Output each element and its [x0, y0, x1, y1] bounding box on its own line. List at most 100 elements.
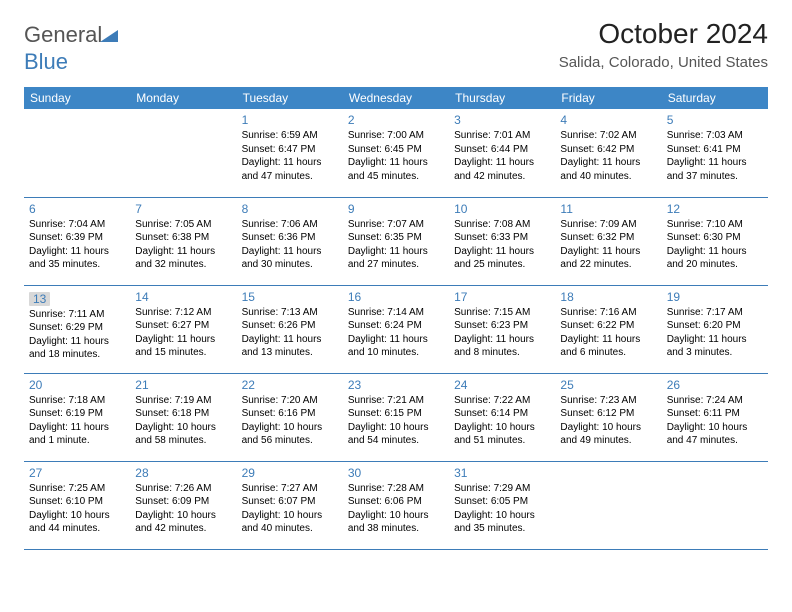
- day-number: 20: [29, 378, 125, 392]
- day-number: 27: [29, 466, 125, 480]
- day-number: 26: [667, 378, 763, 392]
- day-cell: 2 Sunrise: 7:00 AMSunset: 6:45 PMDaylight…: [343, 109, 449, 197]
- day-info: Sunrise: 7:10 AMSunset: 6:30 PMDaylight:…: [667, 218, 763, 272]
- day-number: 9: [348, 202, 444, 216]
- day-cell: 16 Sunrise: 7:14 AMSunset: 6:24 PMDayligh…: [343, 285, 449, 373]
- day-info: Sunrise: 7:00 AMSunset: 6:45 PMDaylight:…: [348, 129, 444, 183]
- header: General Blue October 2024 Salida, Colora…: [24, 18, 768, 75]
- logo: General Blue: [24, 22, 122, 75]
- day-number: 25: [560, 378, 656, 392]
- day-number: 7: [135, 202, 231, 216]
- day-number: 24: [454, 378, 550, 392]
- day-number: 14: [135, 290, 231, 304]
- day-number: 29: [242, 466, 338, 480]
- empty-cell: [130, 109, 236, 197]
- day-cell: 29 Sunrise: 7:27 AMSunset: 6:07 PMDayligh…: [237, 461, 343, 549]
- day-number: 15: [242, 290, 338, 304]
- day-number: 21: [135, 378, 231, 392]
- day-number: 11: [560, 202, 656, 216]
- calendar-row: 13 Sunrise: 7:11 AMSunset: 6:29 PMDayligh…: [24, 285, 768, 373]
- day-cell: 10Sunrise: 7:08 AMSunset: 6:33 PMDayligh…: [449, 197, 555, 285]
- day-info: Sunrise: 7:21 AMSunset: 6:15 PMDaylight:…: [348, 394, 444, 448]
- weekday-thursday: Thursday: [449, 87, 555, 109]
- day-info: Sunrise: 7:12 AMSunset: 6:27 PMDaylight:…: [135, 306, 231, 360]
- day-cell: 27 Sunrise: 7:25 AMSunset: 6:10 PMDayligh…: [24, 461, 130, 549]
- day-cell: 30Sunrise: 7:28 AMSunset: 6:06 PMDayligh…: [343, 461, 449, 549]
- day-number: 8: [242, 202, 338, 216]
- day-number: 17: [454, 290, 550, 304]
- day-cell: 28 Sunrise: 7:26 AMSunset: 6:09 PMDayligh…: [130, 461, 236, 549]
- calendar-row: 20 Sunrise: 7:18 AMSunset: 6:19 PMDayligh…: [24, 373, 768, 461]
- day-info: Sunrise: 7:03 AMSunset: 6:41 PMDaylight:…: [667, 129, 763, 183]
- day-number: 1: [242, 113, 338, 127]
- day-cell: 7 Sunrise: 7:05 AMSunset: 6:38 PMDaylight…: [130, 197, 236, 285]
- day-info: Sunrise: 7:04 AMSunset: 6:39 PMDaylight:…: [29, 218, 125, 272]
- day-info: Sunrise: 7:25 AMSunset: 6:10 PMDaylight:…: [29, 482, 125, 536]
- day-number: 22: [242, 378, 338, 392]
- day-info: Sunrise: 7:02 AMSunset: 6:42 PMDaylight:…: [560, 129, 656, 183]
- day-cell: 19Sunrise: 7:17 AMSunset: 6:20 PMDayligh…: [662, 285, 768, 373]
- day-number: 28: [135, 466, 231, 480]
- day-info: Sunrise: 7:27 AMSunset: 6:07 PMDaylight:…: [242, 482, 338, 536]
- day-cell: 6 Sunrise: 7:04 AMSunset: 6:39 PMDaylight…: [24, 197, 130, 285]
- day-cell: 1 Sunrise: 6:59 AMSunset: 6:47 PMDaylight…: [237, 109, 343, 197]
- logo-triangle-icon: [100, 28, 122, 49]
- title-block: October 2024 Salida, Colorado, United St…: [559, 18, 768, 71]
- day-cell: 20 Sunrise: 7:18 AMSunset: 6:19 PMDayligh…: [24, 373, 130, 461]
- day-info: Sunrise: 7:16 AMSunset: 6:22 PMDaylight:…: [560, 306, 656, 360]
- day-cell: 18Sunrise: 7:16 AMSunset: 6:22 PMDayligh…: [555, 285, 661, 373]
- month-title: October 2024: [559, 18, 768, 50]
- weekday-tuesday: Tuesday: [237, 87, 343, 109]
- day-number: 16: [348, 290, 444, 304]
- day-number: 10: [454, 202, 550, 216]
- day-cell: 23 Sunrise: 7:21 AMSunset: 6:15 PMDayligh…: [343, 373, 449, 461]
- calendar-row: 1 Sunrise: 6:59 AMSunset: 6:47 PMDaylight…: [24, 109, 768, 197]
- day-info: Sunrise: 7:11 AMSunset: 6:29 PMDaylight:…: [29, 308, 125, 362]
- day-info: Sunrise: 7:14 AMSunset: 6:24 PMDaylight:…: [348, 306, 444, 360]
- day-info: Sunrise: 7:19 AMSunset: 6:18 PMDaylight:…: [135, 394, 231, 448]
- day-cell: 15 Sunrise: 7:13 AMSunset: 6:26 PMDayligh…: [237, 285, 343, 373]
- calendar-body: 1 Sunrise: 6:59 AMSunset: 6:47 PMDaylight…: [24, 109, 768, 549]
- day-number: 3: [454, 113, 550, 127]
- day-info: Sunrise: 7:05 AMSunset: 6:38 PMDaylight:…: [135, 218, 231, 272]
- day-info: Sunrise: 7:20 AMSunset: 6:16 PMDaylight:…: [242, 394, 338, 448]
- logo-text-general: General: [24, 22, 102, 47]
- day-info: Sunrise: 7:23 AMSunset: 6:12 PMDaylight:…: [560, 394, 656, 448]
- day-number: 4: [560, 113, 656, 127]
- day-info: Sunrise: 7:15 AMSunset: 6:23 PMDaylight:…: [454, 306, 550, 360]
- day-info: Sunrise: 7:26 AMSunset: 6:09 PMDaylight:…: [135, 482, 231, 536]
- day-cell: 4 Sunrise: 7:02 AMSunset: 6:42 PMDaylight…: [555, 109, 661, 197]
- day-cell: 11Sunrise: 7:09 AMSunset: 6:32 PMDayligh…: [555, 197, 661, 285]
- day-cell: 26Sunrise: 7:24 AMSunset: 6:11 PMDayligh…: [662, 373, 768, 461]
- day-cell: 13 Sunrise: 7:11 AMSunset: 6:29 PMDayligh…: [24, 285, 130, 373]
- day-info: Sunrise: 7:17 AMSunset: 6:20 PMDaylight:…: [667, 306, 763, 360]
- day-cell: 14 Sunrise: 7:12 AMSunset: 6:27 PMDayligh…: [130, 285, 236, 373]
- day-number: 5: [667, 113, 763, 127]
- empty-cell: [662, 461, 768, 549]
- day-number: 6: [29, 202, 125, 216]
- empty-cell: [24, 109, 130, 197]
- day-number: 12: [667, 202, 763, 216]
- day-info: Sunrise: 7:18 AMSunset: 6:19 PMDaylight:…: [29, 394, 125, 448]
- calendar-row: 27 Sunrise: 7:25 AMSunset: 6:10 PMDayligh…: [24, 461, 768, 549]
- day-number: 13: [29, 292, 50, 306]
- day-info: Sunrise: 7:29 AMSunset: 6:05 PMDaylight:…: [454, 482, 550, 536]
- day-info: Sunrise: 7:06 AMSunset: 6:36 PMDaylight:…: [242, 218, 338, 272]
- day-cell: 5 Sunrise: 7:03 AMSunset: 6:41 PMDaylight…: [662, 109, 768, 197]
- weekday-saturday: Saturday: [662, 87, 768, 109]
- day-number: 23: [348, 378, 444, 392]
- weekday-wednesday: Wednesday: [343, 87, 449, 109]
- weekday-sunday: Sunday: [24, 87, 130, 109]
- day-cell: 12 Sunrise: 7:10 AMSunset: 6:30 PMDayligh…: [662, 197, 768, 285]
- day-number: 2: [348, 113, 444, 127]
- calendar-table: SundayMondayTuesdayWednesdayThursdayFrid…: [24, 87, 768, 550]
- day-info: Sunrise: 7:01 AMSunset: 6:44 PMDaylight:…: [454, 129, 550, 183]
- logo-text-blue: Blue: [24, 49, 68, 74]
- day-info: Sunrise: 7:22 AMSunset: 6:14 PMDaylight:…: [454, 394, 550, 448]
- day-cell: 9Sunrise: 7:07 AMSunset: 6:35 PMDaylight…: [343, 197, 449, 285]
- day-info: Sunrise: 7:13 AMSunset: 6:26 PMDaylight:…: [242, 306, 338, 360]
- day-cell: 31Sunrise: 7:29 AMSunset: 6:05 PMDayligh…: [449, 461, 555, 549]
- weekday-header-row: SundayMondayTuesdayWednesdayThursdayFrid…: [24, 87, 768, 109]
- day-info: Sunrise: 6:59 AMSunset: 6:47 PMDaylight:…: [242, 129, 338, 183]
- day-cell: 17 Sunrise: 7:15 AMSunset: 6:23 PMDayligh…: [449, 285, 555, 373]
